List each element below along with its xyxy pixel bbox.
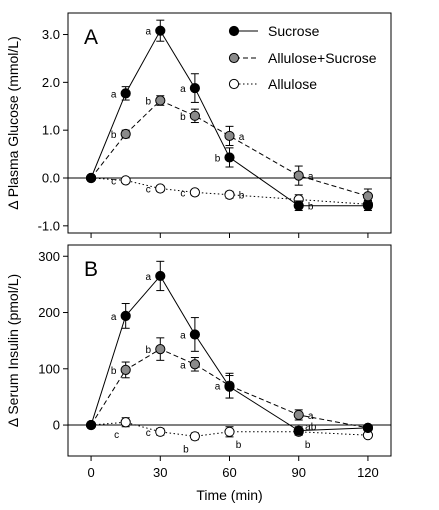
significance-letter: a — [215, 382, 221, 393]
data-point — [85, 172, 97, 184]
plot-frame — [67, 244, 392, 457]
significance-letter: c — [111, 176, 116, 187]
x-tick-label: 120 — [357, 465, 379, 480]
panel-label: A — [84, 26, 98, 49]
significance-letter: b — [236, 440, 242, 451]
significance-letter: c — [180, 188, 185, 199]
data-point — [120, 364, 131, 376]
y-tick-label: 3.0 — [42, 27, 60, 42]
significance-letter: ab — [305, 422, 317, 433]
significance-letter: a — [111, 312, 117, 323]
data-point — [362, 200, 374, 211]
data-point — [120, 88, 131, 99]
data-point — [224, 189, 235, 200]
data-point — [85, 419, 97, 431]
significance-letter: a — [180, 330, 186, 341]
significance-letter: b — [146, 345, 152, 356]
significance-letter: c — [146, 428, 151, 439]
x-axis-title: Time (min) — [196, 487, 262, 503]
y-tick-label: 0 — [53, 418, 60, 433]
data-point — [189, 431, 200, 442]
plot-frame — [67, 12, 392, 234]
legend-entry: Allulose+Sucrose — [268, 50, 377, 66]
y-tick-label: 200 — [38, 305, 60, 320]
significance-letter: a — [146, 27, 152, 38]
data-point — [293, 200, 304, 211]
significance-letter: a — [146, 272, 152, 283]
significance-letter: a — [239, 132, 245, 143]
legend-entry: Sucrose — [268, 23, 320, 39]
data-point — [155, 343, 166, 355]
x-tick-label: 0 — [87, 465, 94, 480]
significance-letter: a — [180, 360, 186, 371]
data-point — [155, 426, 166, 437]
x-tick-label: 60 — [222, 465, 236, 480]
data-point — [120, 128, 131, 140]
significance-letter: b — [308, 202, 314, 213]
series-sucrose — [85, 260, 374, 436]
panel-label: B — [84, 258, 98, 281]
data-point — [189, 359, 200, 370]
data-point — [362, 422, 374, 433]
significance-letter: c — [146, 185, 151, 196]
data-point — [155, 25, 166, 36]
series-allulose-sucrose — [85, 95, 374, 204]
data-point — [224, 426, 235, 437]
legend-entry: Allulose — [268, 76, 317, 92]
data-point — [293, 170, 304, 181]
data-point — [293, 425, 304, 436]
y-tick-label: 2.0 — [42, 75, 60, 90]
significance-letter: a — [180, 84, 186, 95]
x-tick-label: 30 — [153, 465, 167, 480]
y-tick-label: -1.0 — [38, 218, 60, 233]
data-point — [155, 183, 166, 194]
data-point — [120, 417, 131, 428]
legend-marker — [228, 52, 240, 64]
y-tick-label: 100 — [38, 361, 60, 376]
legend-marker — [228, 78, 240, 90]
y-axis-title: Δ Serum Insulin (pmol/L) — [5, 274, 21, 427]
y-tick-label: 0.0 — [42, 171, 60, 186]
significance-letter: a — [111, 89, 117, 100]
panel-a: -1.0 0.0 1.0 2.0 3.0 Δ Plasma Glucose (mmol/L… — [5, 12, 392, 238]
significance-letter: b — [146, 97, 152, 108]
legend: Sucrose Allulose+Sucrose Allulose — [228, 23, 377, 92]
data-point — [189, 329, 200, 340]
data-point — [189, 187, 200, 198]
significance-letter: b — [111, 366, 117, 377]
panel-b: 0 100 200 300 0 30 60 90 120 Δ Serum Insulin (pmo… — [5, 244, 392, 503]
legend-marker — [228, 25, 240, 37]
series-sucrose — [85, 19, 374, 212]
data-point — [224, 381, 235, 392]
x-tick-label: 90 — [291, 465, 305, 480]
significance-letter: b — [183, 444, 189, 455]
y-tick-label: 300 — [38, 249, 60, 264]
significance-letter: c — [114, 430, 119, 441]
series-line — [90, 275, 368, 432]
series-allulose — [85, 172, 374, 210]
data-point — [224, 130, 235, 142]
data-point — [189, 110, 200, 121]
data-point — [293, 409, 304, 421]
significance-letter: b — [111, 130, 117, 141]
y-axis-title: Δ Plasma Glucose (mmol/L) — [5, 36, 21, 210]
data-point — [120, 175, 131, 186]
data-point — [155, 95, 166, 106]
data-point — [224, 152, 235, 163]
significance-letter: a — [308, 172, 314, 183]
significance-letter: b — [180, 112, 186, 123]
data-point — [362, 191, 374, 202]
significance-letter: b — [215, 153, 221, 164]
data-point — [120, 310, 131, 321]
data-point — [189, 82, 200, 94]
data-point — [155, 270, 166, 282]
significance-letter: b — [239, 191, 245, 202]
significance-letter: b — [305, 440, 311, 451]
y-tick-label: 1.0 — [42, 123, 60, 138]
significance-letter: a — [308, 411, 314, 422]
